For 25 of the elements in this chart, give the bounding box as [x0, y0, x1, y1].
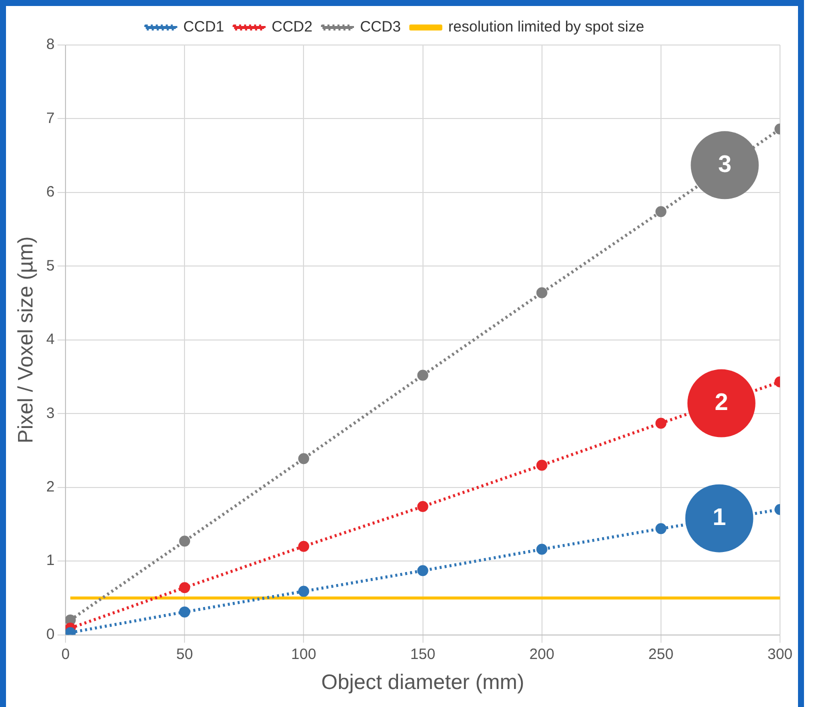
y-tick-label: 1: [46, 552, 55, 570]
x-tick-label: 250: [648, 646, 674, 663]
y-axis-title: Pixel / Voxel size (µm): [14, 236, 38, 444]
x-tick-label: 150: [410, 646, 436, 663]
y-tick-label: 2: [46, 478, 55, 496]
x-axis-title: Object diameter (mm): [321, 671, 524, 694]
y-tick-label: 0: [46, 626, 55, 643]
annotation: 2: [714, 388, 728, 416]
y-tick-label: 7: [46, 110, 55, 127]
x-tick-label: 50: [176, 646, 193, 663]
x-tick-label: 200: [529, 646, 554, 663]
legend-label: CCD2: [272, 18, 312, 36]
y-tick-label: 4: [46, 331, 55, 348]
y-tick-label: 5: [46, 257, 55, 274]
x-tick-label: 300: [767, 646, 793, 663]
annotation: 3: [718, 150, 732, 178]
y-tick-label: 8: [46, 36, 55, 54]
y-tick-label: 6: [46, 184, 55, 201]
legend-label: resolution limited by spot size: [448, 18, 644, 36]
y-tick-label: 3: [46, 404, 55, 422]
legend-label: CCD1: [183, 18, 224, 36]
x-tick-label: 0: [61, 646, 70, 663]
annotation: 1: [712, 504, 726, 531]
x-tick-label: 100: [291, 646, 316, 663]
legend-label: CCD3: [360, 18, 401, 36]
